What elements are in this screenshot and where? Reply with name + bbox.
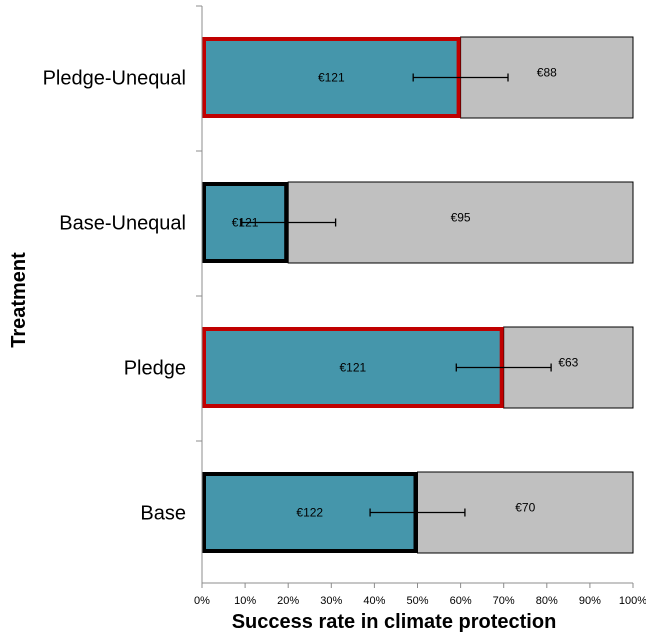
x-tick-label: 10% (234, 595, 256, 607)
bar-success (202, 327, 504, 408)
y-axis-title: Treatment (8, 252, 30, 348)
x-tick-label: 100% (619, 595, 646, 607)
y-axis: Pledge-Unequal Base-Unequal Pledge Base (43, 5, 203, 583)
x-axis: 0% 10% 20% 30% 40% 50% 60% 70% 80% 90% 100% (194, 582, 646, 607)
bar-success-label: €121 (318, 71, 345, 85)
category-label: Base (140, 503, 186, 525)
bar-remainder-label: €95 (451, 211, 471, 225)
x-tick-label: 40% (363, 595, 385, 607)
bar-remainder-label: €63 (558, 356, 578, 370)
bar-success-label: €122 (296, 506, 323, 520)
x-tick-label: 20% (277, 595, 299, 607)
category-label: Base-Unequal (59, 213, 186, 235)
x-tick-label: 70% (493, 595, 515, 607)
category-label: Pledge-Unequal (43, 68, 186, 90)
category-label: Pledge (124, 358, 186, 380)
x-tick-label: 80% (536, 595, 558, 607)
x-tick-label: 90% (579, 595, 601, 607)
x-tick-label: 60% (450, 595, 472, 607)
bar-remainder (287, 181, 634, 264)
bar-remainder-label: €88 (537, 66, 557, 80)
bar-success-label: €121 (339, 361, 366, 375)
x-axis-title: Success rate in climate protection (232, 611, 557, 633)
x-tick-label: 30% (320, 595, 342, 607)
plot-area: €121 €88€121 €95€121 €63€122 €70 (202, 36, 634, 554)
bar-remainder-label: €70 (515, 501, 535, 515)
x-tick-label: 0% (194, 595, 210, 607)
x-tick-label: 50% (406, 595, 428, 607)
